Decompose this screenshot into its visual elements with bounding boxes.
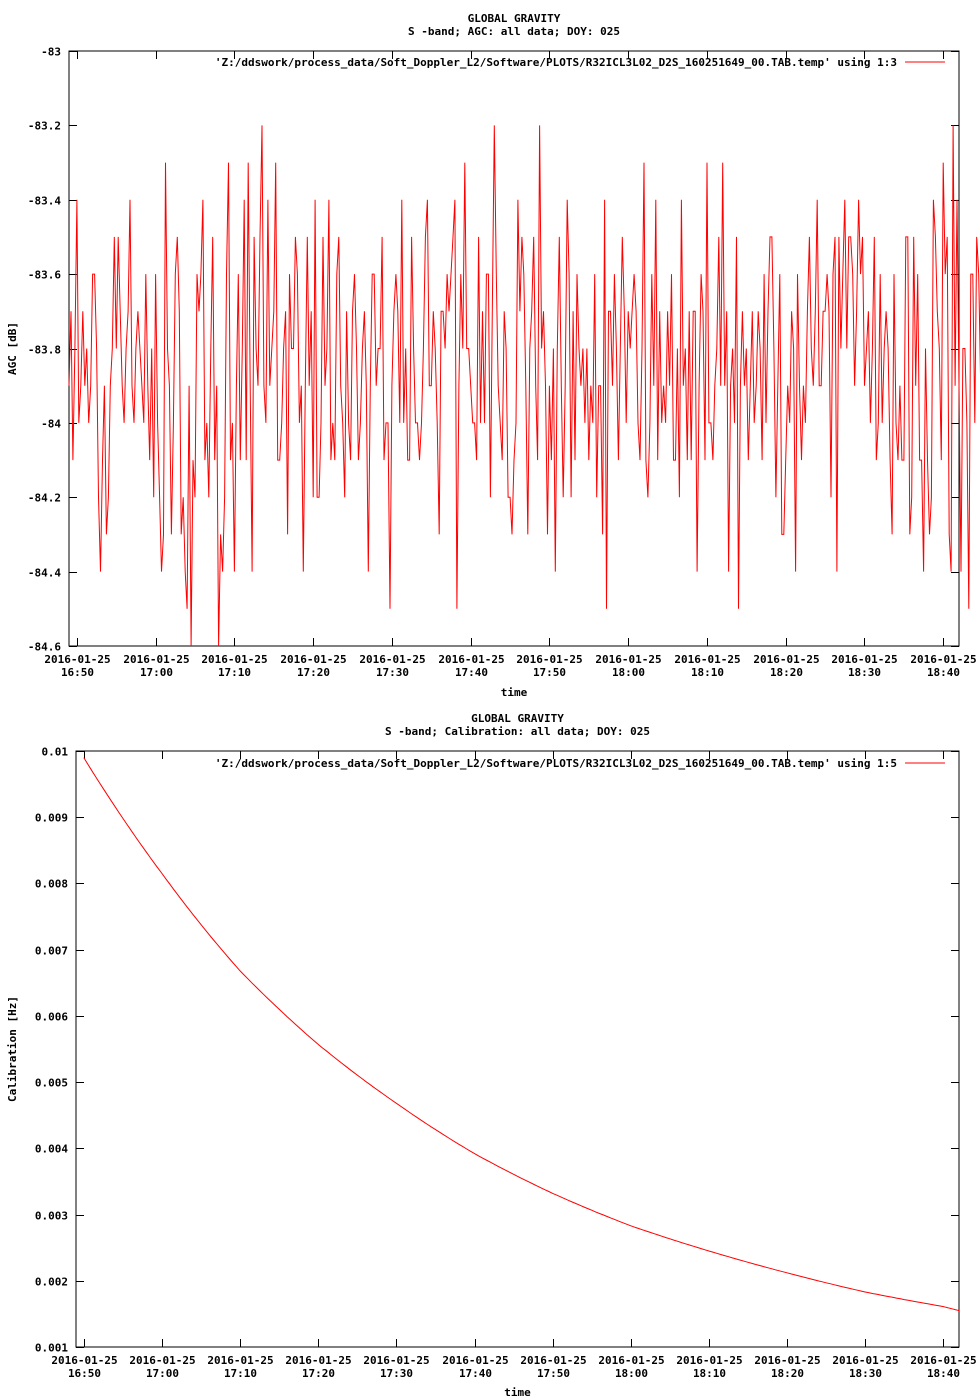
y-tick-label: 0.009	[35, 812, 68, 825]
y-tick-label: 0.006	[35, 1011, 68, 1024]
x-tick-label-time: 16:50	[61, 666, 94, 679]
x-tick-label-date: 2016-01-25	[831, 653, 897, 666]
y-axis-label: Calibration [Hz]	[6, 996, 19, 1102]
x-tick-label-time: 17:20	[302, 1367, 335, 1380]
x-tick-label-date: 2016-01-25	[442, 1354, 508, 1367]
x-tick-label-time: 17:50	[533, 666, 566, 679]
x-tick-label-time: 17:40	[459, 1367, 492, 1380]
x-tick-label-date: 2016-01-25	[595, 653, 661, 666]
x-tick-label-time: 17:20	[297, 666, 330, 679]
x-tick-label-date: 2016-01-25	[910, 1354, 976, 1367]
x-tick-label-time: 18:10	[693, 1367, 726, 1380]
chart-title: GLOBAL GRAVITY	[471, 712, 564, 725]
x-tick-label-time: 16:50	[68, 1367, 101, 1380]
series-line	[83, 757, 960, 1312]
y-tick-label: -84.2	[28, 492, 61, 505]
x-tick-label-time: 17:30	[376, 666, 409, 679]
y-axis-label: AGC [dB]	[6, 322, 19, 375]
x-tick-label-time: 17:00	[146, 1367, 179, 1380]
x-axis-label: time	[504, 1386, 531, 1399]
x-tick-label-date: 2016-01-25	[201, 653, 267, 666]
y-tick-label: 0.001	[35, 1342, 68, 1355]
legend-label: 'Z:/ddswork/process_data/Soft_Doppler_L2…	[215, 56, 897, 69]
y-tick-label: -83.8	[28, 344, 61, 357]
y-tick-label: -83.6	[28, 269, 61, 282]
y-tick-label: 0.005	[35, 1077, 68, 1090]
x-tick-label-date: 2016-01-25	[520, 1354, 586, 1367]
chart-subtitle: S -band; AGC: all data; DOY: 025	[408, 25, 620, 38]
x-tick-label-date: 2016-01-25	[207, 1354, 273, 1367]
x-tick-label-time: 17:40	[455, 666, 488, 679]
x-tick-label-time: 18:20	[771, 1367, 804, 1380]
x-tick-label-time: 18:30	[848, 666, 881, 679]
y-tick-label: 0.008	[35, 878, 68, 891]
x-tick-label-date: 2016-01-25	[674, 653, 740, 666]
series-line	[68, 125, 980, 647]
plot-frame	[68, 50, 960, 647]
plot-frame	[75, 750, 960, 1348]
x-tick-label-time: 18:20	[770, 666, 803, 679]
x-tick-label-time: 18:00	[612, 666, 645, 679]
y-tick-label: 0.002	[35, 1276, 68, 1289]
x-tick-label-date: 2016-01-25	[123, 653, 189, 666]
x-tick-label-date: 2016-01-25	[598, 1354, 664, 1367]
x-tick-label-date: 2016-01-25	[910, 653, 976, 666]
y-tick-label: -84	[41, 418, 61, 431]
x-axis-label: time	[501, 686, 528, 699]
x-tick-label-time: 17:50	[537, 1367, 570, 1380]
x-tick-label-time: 18:40	[927, 666, 960, 679]
y-tick-label: -83.2	[28, 120, 61, 133]
x-tick-label-date: 2016-01-25	[285, 1354, 351, 1367]
chart-subtitle: S -band; Calibration: all data; DOY: 025	[385, 725, 650, 738]
x-tick-label-date: 2016-01-25	[438, 653, 504, 666]
y-tick-label: -83	[41, 46, 61, 59]
y-tick-label: -84.6	[28, 641, 61, 654]
x-tick-label-date: 2016-01-25	[51, 1354, 117, 1367]
x-tick-label-time: 18:10	[691, 666, 724, 679]
y-tick-label: -84.4	[28, 567, 61, 580]
x-tick-label-time: 18:30	[849, 1367, 882, 1380]
y-tick-label: 0.003	[35, 1210, 68, 1223]
x-tick-label-date: 2016-01-25	[832, 1354, 898, 1367]
y-tick-label: 0.007	[35, 945, 68, 958]
x-tick-label-time: 18:00	[615, 1367, 648, 1380]
x-tick-label-date: 2016-01-25	[516, 653, 582, 666]
y-tick-label: -83.4	[28, 195, 61, 208]
y-tick-label: 0.01	[42, 746, 69, 759]
x-tick-label-date: 2016-01-25	[754, 1354, 820, 1367]
x-tick-label-date: 2016-01-25	[753, 653, 819, 666]
x-tick-label-date: 2016-01-25	[129, 1354, 195, 1367]
x-tick-label-time: 18:40	[927, 1367, 960, 1380]
x-tick-label-date: 2016-01-25	[676, 1354, 742, 1367]
y-tick-label: 0.004	[35, 1143, 68, 1156]
x-tick-label-date: 2016-01-25	[359, 653, 425, 666]
x-tick-label-date: 2016-01-25	[44, 653, 110, 666]
legend-label: 'Z:/ddswork/process_data/Soft_Doppler_L2…	[215, 757, 897, 770]
x-tick-label-time: 17:30	[380, 1367, 413, 1380]
x-tick-label-time: 17:00	[140, 666, 173, 679]
x-tick-label-time: 17:10	[218, 666, 251, 679]
x-tick-label-time: 17:10	[224, 1367, 257, 1380]
x-tick-label-date: 2016-01-25	[280, 653, 346, 666]
chart-title: GLOBAL GRAVITY	[468, 12, 561, 25]
x-tick-label-date: 2016-01-25	[363, 1354, 429, 1367]
